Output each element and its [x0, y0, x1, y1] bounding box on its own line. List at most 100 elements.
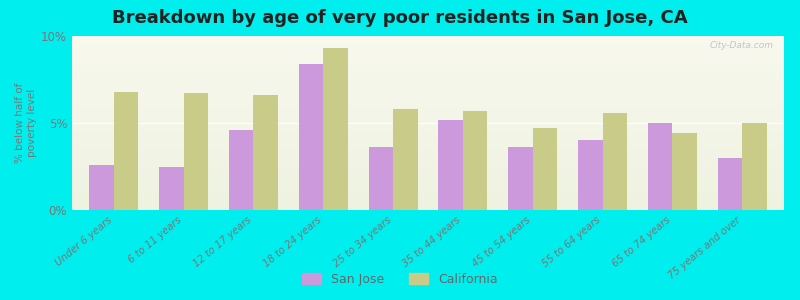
Bar — [72, 144, 784, 146]
Bar — [72, 184, 784, 186]
Bar — [72, 147, 784, 149]
Bar — [72, 175, 784, 177]
Bar — [72, 99, 784, 100]
Text: Breakdown by age of very poor residents in San Jose, CA: Breakdown by age of very poor residents … — [112, 9, 688, 27]
Bar — [72, 85, 784, 86]
Bar — [508, 147, 533, 210]
Bar — [254, 95, 278, 210]
Bar — [72, 46, 784, 48]
Bar — [184, 93, 208, 210]
Bar — [672, 134, 697, 210]
Bar — [72, 170, 784, 172]
Bar — [72, 151, 784, 153]
Bar — [72, 153, 784, 154]
Bar — [72, 206, 784, 208]
Bar — [72, 109, 784, 111]
Bar — [72, 40, 784, 41]
Bar — [72, 182, 784, 184]
Bar — [72, 95, 784, 97]
Bar — [72, 165, 784, 167]
Bar — [438, 119, 463, 210]
Bar — [72, 186, 784, 188]
Bar — [72, 81, 784, 83]
Bar — [72, 198, 784, 200]
Bar — [72, 191, 784, 193]
Bar — [72, 62, 784, 64]
Bar — [72, 139, 784, 140]
Bar — [323, 48, 348, 210]
Bar — [72, 41, 784, 43]
Bar — [72, 74, 784, 76]
Bar — [72, 163, 784, 165]
Bar — [72, 158, 784, 160]
Bar — [72, 142, 784, 144]
Bar — [72, 201, 784, 203]
Bar — [72, 83, 784, 85]
Bar — [90, 165, 114, 210]
Bar — [72, 128, 784, 130]
Bar — [72, 167, 784, 168]
Bar — [72, 80, 784, 81]
Bar — [72, 50, 784, 52]
Bar — [72, 180, 784, 182]
Bar — [72, 104, 784, 106]
Bar — [229, 130, 254, 210]
Y-axis label: % below half of
poverty level: % below half of poverty level — [15, 83, 37, 163]
Legend: San Jose, California: San Jose, California — [298, 268, 502, 291]
Bar — [72, 92, 784, 93]
Bar — [72, 188, 784, 189]
Bar — [72, 43, 784, 45]
Bar — [648, 123, 672, 210]
Bar — [393, 109, 418, 210]
Bar — [72, 66, 784, 67]
Bar — [299, 64, 323, 210]
Bar — [72, 135, 784, 137]
Bar — [72, 140, 784, 142]
Bar — [72, 93, 784, 95]
Bar — [72, 203, 784, 205]
Bar — [72, 160, 784, 161]
Bar — [72, 97, 784, 99]
Bar — [72, 88, 784, 90]
Bar — [72, 114, 784, 116]
Bar — [72, 121, 784, 123]
Bar — [72, 200, 784, 201]
Bar — [72, 38, 784, 40]
Bar — [72, 52, 784, 53]
Bar — [72, 67, 784, 69]
Bar — [72, 60, 784, 62]
Bar — [72, 149, 784, 151]
Bar — [72, 127, 784, 128]
Bar — [72, 132, 784, 134]
Bar — [159, 167, 184, 210]
Bar — [72, 137, 784, 139]
Bar — [369, 147, 393, 210]
Bar — [114, 92, 138, 210]
Bar — [72, 130, 784, 132]
Bar — [72, 102, 784, 104]
Bar — [72, 48, 784, 50]
Bar — [72, 123, 784, 125]
Bar — [72, 118, 784, 119]
Bar — [463, 111, 487, 210]
Bar — [72, 100, 784, 102]
Bar — [72, 189, 784, 191]
Bar — [72, 57, 784, 58]
Bar — [72, 112, 784, 114]
Bar — [72, 71, 784, 73]
Bar — [72, 177, 784, 179]
Bar — [72, 173, 784, 175]
Bar — [72, 116, 784, 118]
Bar — [72, 45, 784, 46]
Bar — [72, 154, 784, 156]
Bar — [72, 196, 784, 198]
Bar — [72, 119, 784, 121]
Bar — [72, 90, 784, 92]
Bar — [72, 146, 784, 147]
Bar — [72, 55, 784, 57]
Bar — [72, 205, 784, 206]
Bar — [72, 69, 784, 71]
Bar — [72, 58, 784, 60]
Bar — [72, 161, 784, 163]
Bar — [72, 64, 784, 66]
